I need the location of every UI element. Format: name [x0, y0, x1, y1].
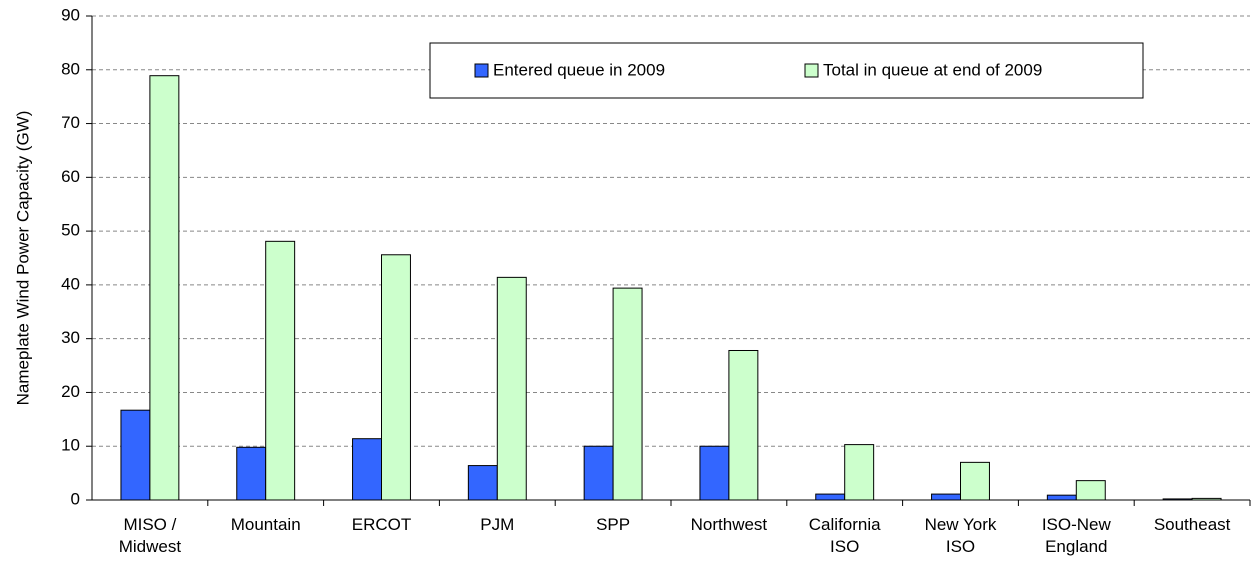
- bar: [728, 349, 759, 501]
- x-tick-label: ISO-New England: [1041, 515, 1111, 556]
- bar: [149, 75, 180, 501]
- bar: [265, 240, 296, 501]
- x-tick-label: ERCOT: [351, 515, 412, 534]
- legend-swatch: [804, 63, 819, 78]
- bar: [496, 276, 527, 501]
- y-tick-label: 30: [61, 328, 80, 347]
- y-tick-label: 60: [61, 167, 80, 186]
- y-tick-label: 90: [61, 5, 80, 24]
- y-tick-label: 80: [61, 59, 80, 78]
- bar: [381, 254, 411, 501]
- y-axis-label: Nameplate Wind Power Capacity (GW): [13, 111, 32, 406]
- x-tick-label: SPP: [596, 515, 631, 534]
- bar: [815, 493, 846, 501]
- x-tick-label: Northwest: [690, 515, 768, 534]
- bar: [612, 287, 643, 501]
- bar: [120, 409, 151, 501]
- bar: [467, 465, 498, 501]
- bar: [960, 461, 990, 501]
- x-tick-label: PJM: [480, 515, 515, 534]
- legend-label: Entered queue in 2009: [493, 60, 665, 79]
- y-tick-label: 40: [61, 274, 80, 293]
- y-tick-label: 70: [61, 113, 80, 132]
- x-tick-label: MISO / Midwest: [118, 515, 182, 556]
- y-tick-label: 20: [61, 382, 80, 401]
- bar: [699, 445, 730, 501]
- x-tick-label: Mountain: [230, 515, 301, 534]
- bar: [352, 438, 382, 501]
- legend-swatch: [474, 63, 489, 78]
- y-tick-label: 0: [71, 489, 80, 508]
- y-tick-label: 50: [61, 221, 80, 240]
- y-tick-label: 10: [61, 436, 80, 455]
- x-tick-label: California ISO: [808, 515, 881, 556]
- bar: [844, 444, 875, 501]
- bar: [583, 445, 614, 501]
- legend-label: Total in queue at end of 2009: [823, 60, 1042, 79]
- bar: [236, 446, 267, 501]
- legend-box: [429, 42, 1144, 99]
- bar: [1046, 494, 1077, 501]
- x-tick-label: New York ISO: [924, 515, 997, 556]
- bar: [931, 493, 961, 501]
- x-tick-label: Southeast: [1153, 515, 1231, 534]
- bar: [1075, 480, 1106, 501]
